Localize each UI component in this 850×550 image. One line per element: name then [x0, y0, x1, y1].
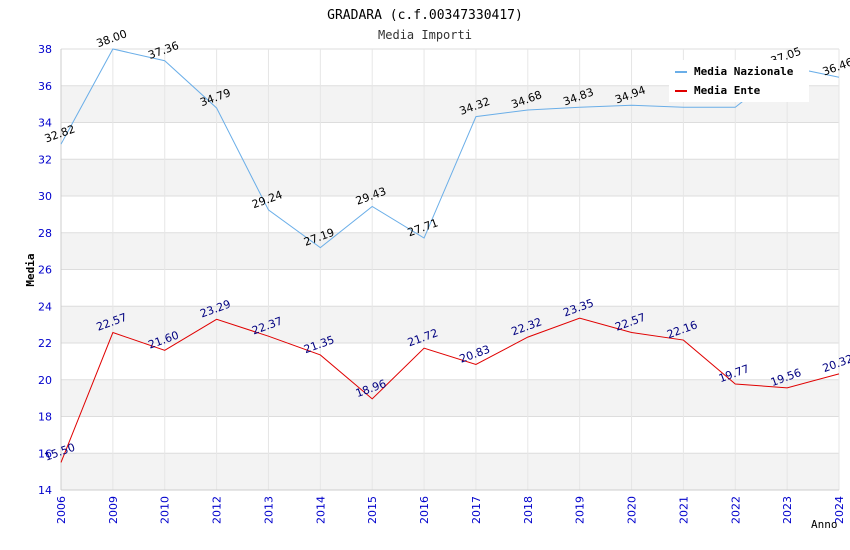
legend-box [669, 60, 809, 102]
y-tick-label: 14 [38, 484, 52, 497]
chart-subtitle: Media Importi [378, 28, 472, 42]
y-tick-labels: 14 16 18 20 22 24 26 28 30 32 34 36 38 [38, 43, 52, 497]
y-tick-label: 26 [38, 264, 52, 277]
x-tick-label: 2015 [366, 496, 379, 524]
y-tick-label: 30 [38, 190, 52, 203]
plot-band [61, 232, 839, 270]
plot-band [61, 453, 839, 490]
series-line-media-ente [60, 317, 840, 463]
x-tick-label: 2006 [55, 496, 68, 524]
y-tick-label: 20 [38, 374, 52, 387]
x-tick-label: 2013 [262, 496, 275, 524]
x-tick-label: 2012 [211, 496, 224, 524]
x-tick-label: 2010 [159, 496, 172, 524]
x-tick-label: 2018 [522, 496, 535, 524]
plot-band [61, 306, 839, 343]
y-tick-label: 24 [38, 300, 52, 313]
plot-band [61, 379, 839, 417]
x-tick-labels: 2006 2009 2010 2012 2013 2014 2015 2016 2017 2018… [55, 496, 846, 524]
y-tick-label: 32 [38, 153, 52, 166]
y-tick-label: 18 [38, 411, 52, 424]
legend-label-media-nazionale: Media Nazionale [694, 65, 794, 78]
series-lines [60, 48, 840, 463]
y-tick-label: 28 [38, 227, 52, 240]
plot-background-bands [61, 49, 839, 490]
x-tick-label: 2016 [418, 496, 431, 524]
x-axis-label: Anno [811, 518, 838, 531]
y-tick-label: 36 [38, 80, 52, 93]
axes [60, 49, 839, 491]
x-tick-label: 2022 [729, 496, 742, 524]
plot-band [61, 416, 839, 454]
x-tick-label: 2017 [470, 496, 483, 524]
x-tick-label: 2019 [574, 496, 587, 524]
x-tick-label: 2024 [833, 496, 846, 524]
y-axis-label: Media [24, 253, 37, 286]
plot-band [61, 196, 839, 233]
plot-band [61, 269, 839, 307]
chart-title: GRADARA (c.f.00347330417) [327, 8, 523, 23]
y-tick-label: 16 [38, 447, 52, 460]
grid-lines [60, 48, 840, 491]
series-line-media-nazionale [60, 48, 840, 249]
y-tick-label: 22 [38, 337, 52, 350]
plot-band [61, 122, 839, 160]
x-tick-label: 2023 [781, 496, 794, 524]
x-tick-label: 2021 [677, 496, 690, 524]
legend-label-media-ente: Media Ente [694, 84, 761, 97]
x-tick-label: 2014 [314, 496, 327, 524]
x-tick-label: 2020 [626, 496, 639, 524]
legend: Media Nazionale Media Ente [669, 60, 809, 102]
data-label: 38.00 [95, 27, 129, 50]
x-tick-label: 2009 [107, 496, 120, 524]
y-tick-label: 38 [38, 43, 52, 56]
y-tick-label: 34 [38, 117, 52, 130]
